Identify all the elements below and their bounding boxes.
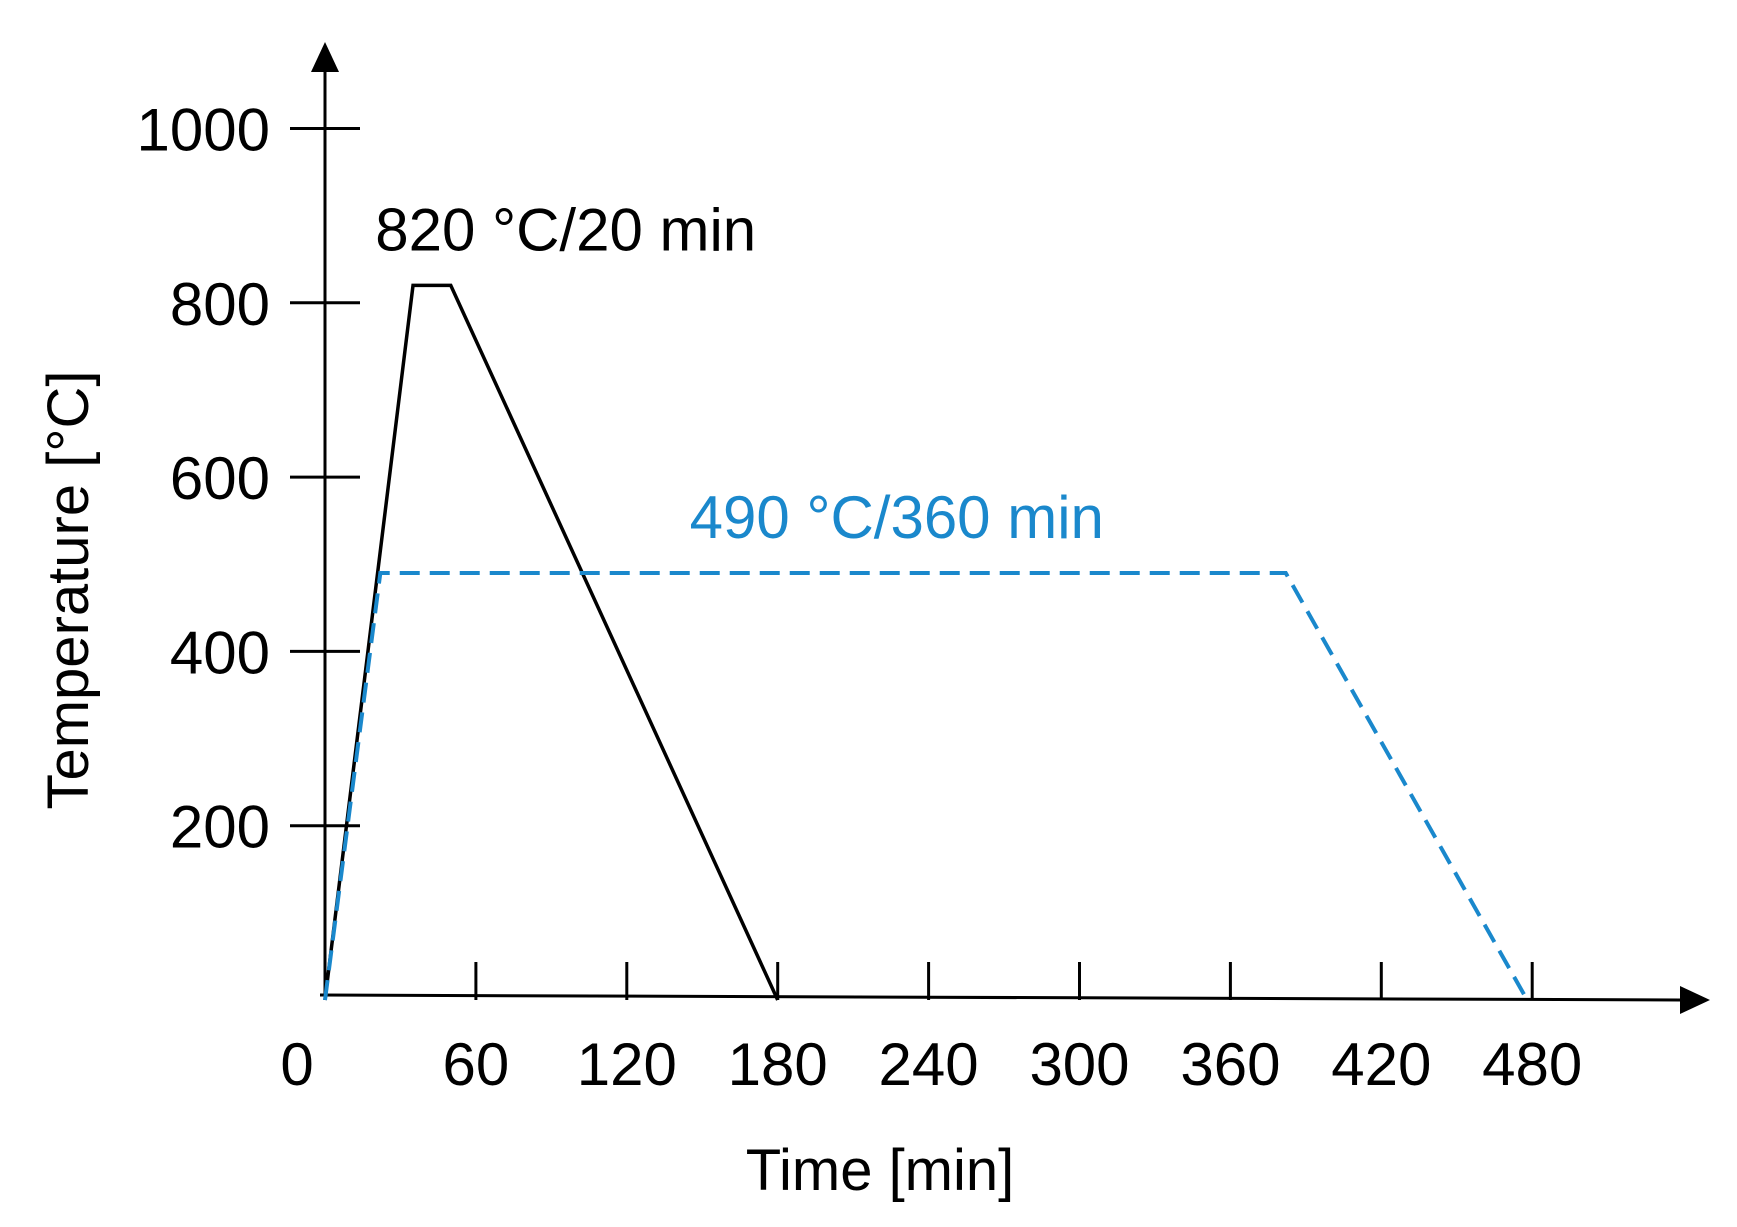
x-tick-label: 60 [443,1031,510,1098]
annotation-layer: 820 °C/20 min 490 °C/360 min [375,197,1104,552]
series-line-820c [323,283,780,1001]
y-tick-label: 600 [170,445,270,512]
x-tick-label: 240 [879,1031,979,1098]
y-tick-label: 800 [170,271,270,338]
y-axis-title: Temperature [°C] [36,370,101,809]
annotation-820c: 820 °C/20 min [375,197,756,264]
y-axis-arrow-icon [311,42,339,72]
x-axis-arrow-icon [1680,986,1710,1014]
x-tick-label: 120 [577,1031,677,1098]
series-line-490c [323,570,1529,1001]
y-ticks: 200 400 600 800 1000 [137,97,360,861]
x-tick-label: 420 [1331,1031,1431,1098]
x-axis-line [319,993,1681,1002]
x-tick-label: 0 [280,1031,313,1098]
x-tick-label: 180 [728,1031,828,1098]
x-axis-title: Time [min] [746,1138,1015,1203]
x-ticks: 0 60 120 180 240 300 360 420 480 [280,962,1582,1098]
x-tick-label: 300 [1029,1031,1129,1098]
y-tick-label: 400 [170,619,270,686]
y-tick-label: 1000 [137,97,270,164]
y-tick-label: 200 [170,794,270,861]
x-tick-label: 480 [1482,1031,1582,1098]
x-tick-label: 360 [1180,1031,1280,1098]
series-layer [323,283,1529,1001]
annotation-490c: 490 °C/360 min [690,484,1104,551]
